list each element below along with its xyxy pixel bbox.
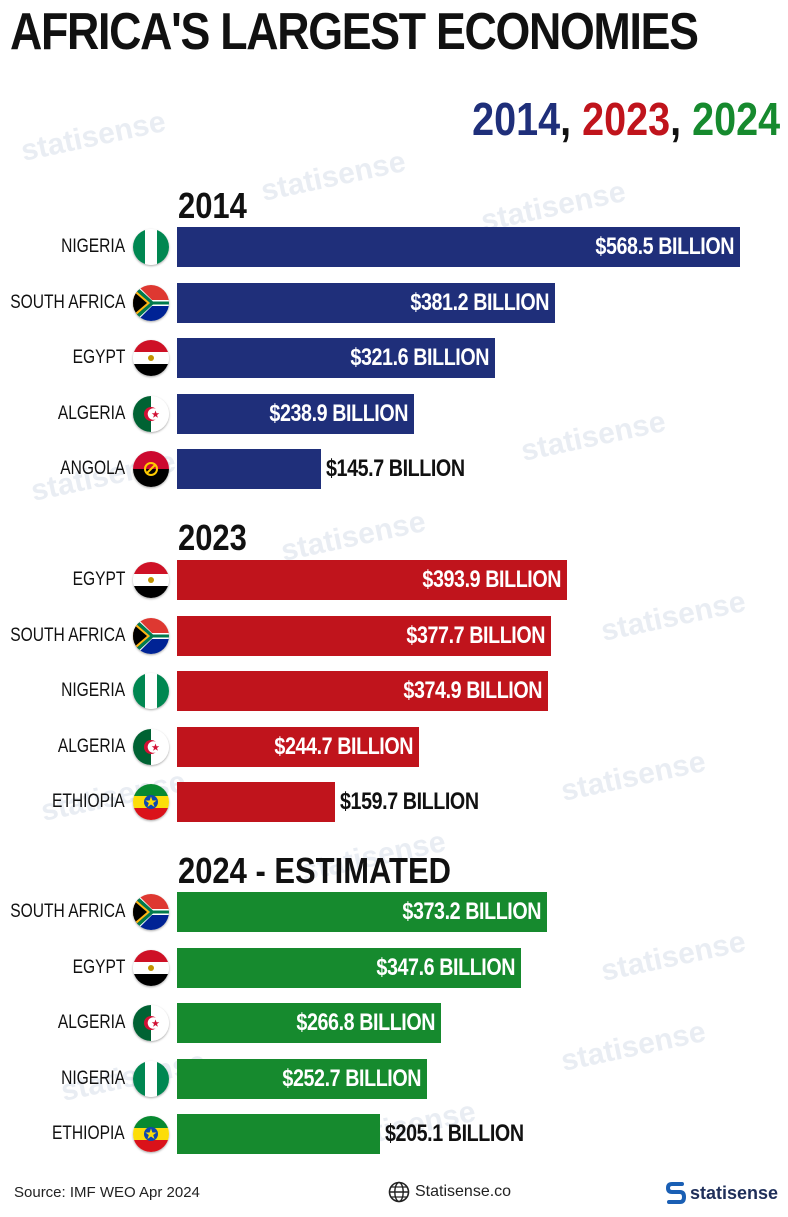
bar-value-label: $381.2 BILLION [410,288,549,316]
bar: $244.7 BILLION [177,726,419,767]
section-title: 2024 - ESTIMATED [178,850,451,891]
southafrica-flag-icon [133,284,169,321]
country-label: SOUTH AFRICA [9,624,125,646]
brand-logo: statisense [665,1180,778,1206]
bar-value-label: $393.9 BILLION [422,566,561,593]
country-label: NIGERIA [60,1067,125,1089]
egypt-flag-icon [133,562,169,598]
country-label: NIGERIA [60,236,125,257]
source-note: Source: IMF WEO Apr 2024 [14,1184,200,1201]
website-text: Statisense.co [415,1183,512,1200]
country-label: SOUTH AFRICA [9,291,125,313]
bar-value-label: $266.8 BILLION [296,1009,435,1037]
ethiopia-flag-icon [133,784,169,821]
bar-value-label: $244.7 BILLION [274,732,413,760]
year-2024: 2024 [691,93,780,145]
bar-value-label: $252.7 BILLION [282,1064,421,1092]
chart-title: AFRICA'S LARGEST ECONOMIES [10,3,699,61]
algeria-flag-icon [133,728,169,765]
country-label: ALGERIA [57,735,125,757]
bar-value-label: $377.7 BILLION [406,621,545,649]
watermark: statisense [258,145,409,208]
bar: $374.9 BILLION [177,671,548,712]
bar-value-label: $374.9 BILLION [403,677,542,705]
country-label: ALGERIA [57,1012,125,1034]
bar: $393.9 BILLION [177,560,567,600]
bar-value-label: $145.7 BILLION [326,455,465,483]
year-2014: 2014 [471,93,561,145]
bar: $377.7 BILLION [177,615,551,656]
country-label: ETHIOPIA [52,1123,125,1145]
website-link[interactable]: Statisense.co [388,1181,511,1203]
watermark: statisense [18,105,169,168]
bar-value-label: $321.6 BILLION [350,344,489,372]
nigeria-flag-icon [133,673,169,710]
bar-value-label: $373.2 BILLION [402,898,541,925]
statisense-logo-icon [665,1182,686,1204]
watermark: statisense [598,585,749,648]
section-title: 2023 [178,517,247,558]
watermark: statisense [598,925,749,988]
bar: $266.8 BILLION [177,1003,441,1044]
year-separator: , [670,93,681,145]
country-label: EGYPT [72,569,125,590]
bar-value-label: $568.5 BILLION [595,233,734,260]
bar: $568.5 BILLION [177,227,740,267]
southafrica-flag-icon [133,617,169,654]
brand-text: statisense [689,1182,778,1203]
bar: $381.2 BILLION [177,282,555,323]
bar: $347.6 BILLION [177,947,521,988]
year-2023: 2023 [581,93,671,145]
bar-value-label: $205.1 BILLION [385,1120,524,1148]
globe-icon [388,1181,410,1203]
egypt-flag-icon [133,949,169,986]
bar: $373.2 BILLION [177,892,547,932]
bar: $238.9 BILLION [177,393,414,434]
year-separator: , [560,93,571,145]
watermark: statisense [518,405,669,468]
watermark: statisense [558,1015,709,1078]
nigeria-flag-icon [133,229,169,265]
years-header: 2014, 2023, 2024 [472,96,780,142]
algeria-flag-icon [133,395,169,432]
country-label: NIGERIA [60,680,125,702]
bar: $159.7 BILLION [177,782,479,823]
algeria-flag-icon [133,1005,169,1042]
country-label: SOUTH AFRICA [9,901,125,922]
section-title: 2014 [178,185,247,226]
watermark: statisense [558,745,709,808]
country-label: ETHIOPIA [52,791,125,813]
nigeria-flag-icon [133,1060,169,1097]
bar: $321.6 BILLION [177,338,495,379]
bar-value-label: $347.6 BILLION [376,953,515,981]
bar: $205.1 BILLION [177,1114,524,1155]
bar-value-label: $159.7 BILLION [340,788,479,816]
country-label: ANGOLA [60,458,125,480]
bar-value-label: $238.9 BILLION [269,399,408,427]
bar: $145.7 BILLION [177,449,465,490]
country-label: ALGERIA [57,402,125,424]
angola-flag-icon [133,451,169,488]
southafrica-flag-icon [133,894,169,930]
country-label: EGYPT [72,956,125,978]
bar: $252.7 BILLION [177,1058,427,1099]
country-label: EGYPT [72,347,125,369]
ethiopia-flag-icon [133,1116,169,1153]
egypt-flag-icon [133,340,169,377]
